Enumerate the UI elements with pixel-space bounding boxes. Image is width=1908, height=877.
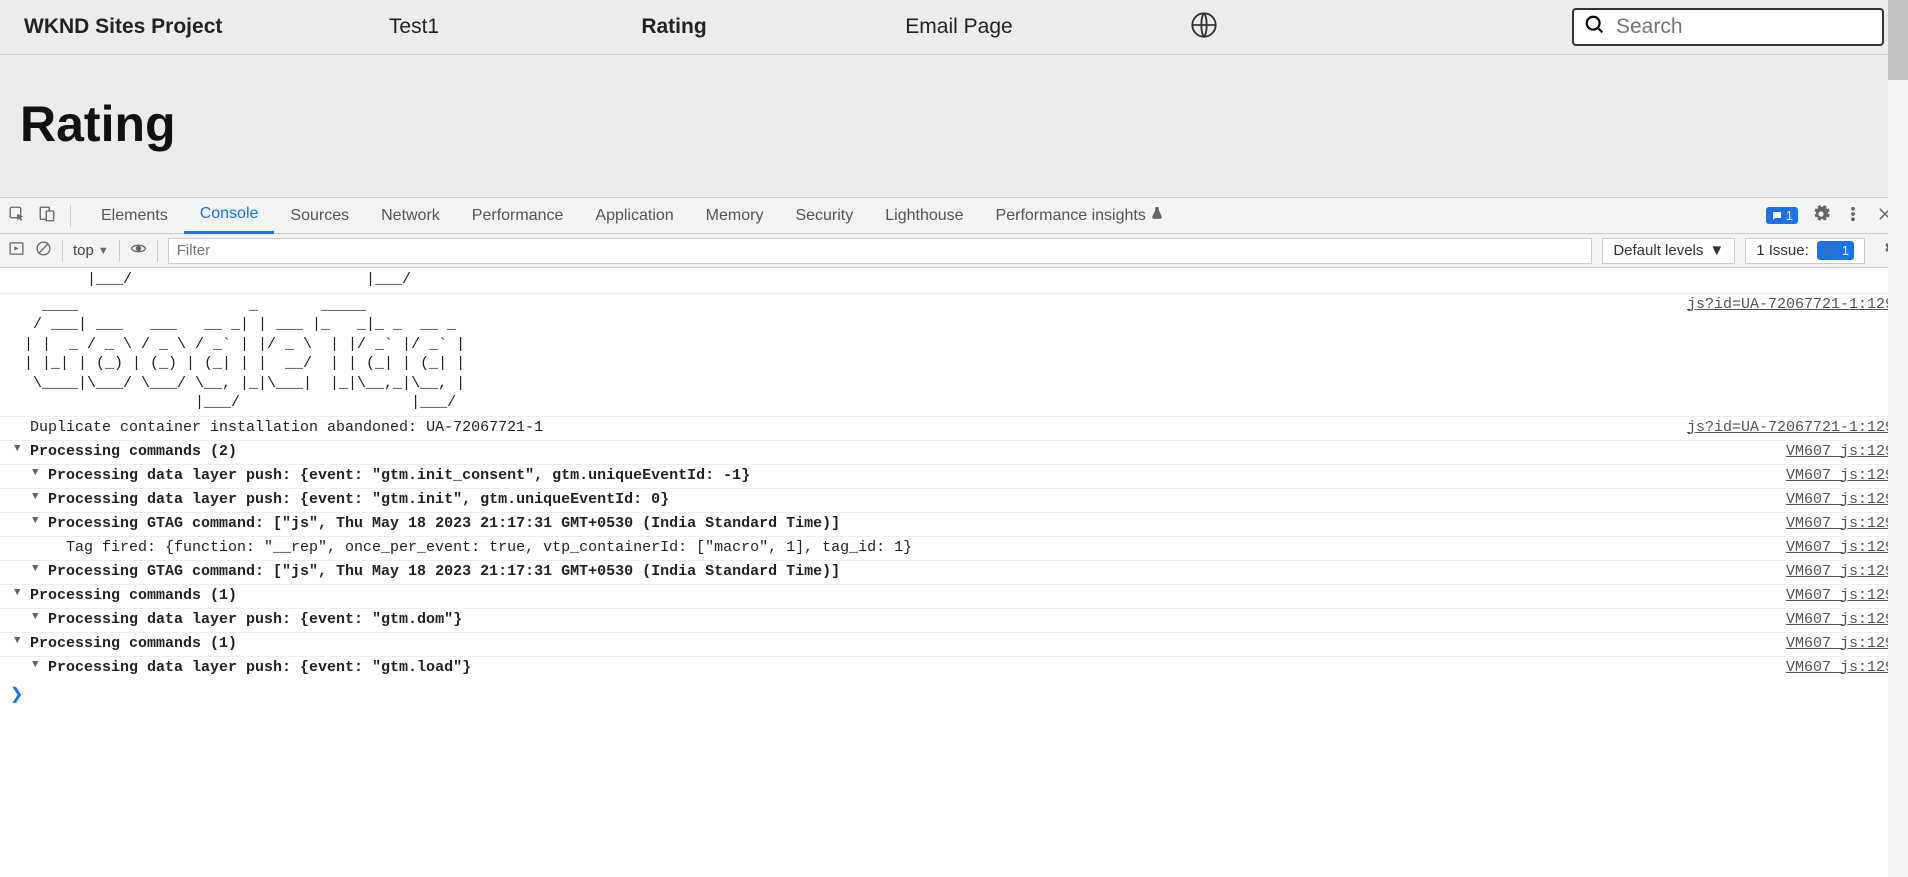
log-message: Duplicate container installation abandon… [30,419,543,436]
log-row: ▼ Processing commands (1) VM607 js:129 [0,584,1908,608]
page-title: Rating [20,95,1888,153]
page-header: Rating [0,55,1908,198]
console-output[interactable]: |___/ |___/ ____ _ _____ / ___| ___ ___ … [0,268,1908,877]
source-link[interactable]: js?id=UA-72067721-1:129 [1671,419,1894,436]
tab-lighthouse[interactable]: Lighthouse [869,198,979,234]
brand-link[interactable]: WKND Sites Project [24,15,222,39]
source-link[interactable]: VM607 js:129 [1770,659,1894,676]
source-link[interactable]: VM607 js:129 [1770,611,1894,628]
disclosure-icon[interactable]: ▼ [32,563,44,575]
log-row: Tag fired: {function: "__rep", once_per_… [0,536,1908,560]
log-message: Processing GTAG command: ["js", Thu May … [48,515,840,532]
log-message: Tag fired: {function: "__rep", once_per_… [66,539,912,556]
nav-group: WKND Sites Project Test1 Rating Email Pa… [24,11,1572,44]
source-link[interactable]: VM607 js:129 [1770,443,1894,460]
devtools-tab-strip: Elements Console Sources Network Perform… [0,198,1908,234]
disclosure-icon[interactable]: ▼ [32,467,44,479]
tab-sources[interactable]: Sources [274,198,365,234]
source-link[interactable]: VM607 js:129 [1770,635,1894,652]
sidebar-toggle-icon[interactable] [8,240,25,261]
device-toggle-icon[interactable] [38,205,56,227]
settings-icon[interactable] [1812,205,1830,227]
log-row: Duplicate container installation abandon… [0,416,1908,440]
site-nav-bar: WKND Sites Project Test1 Rating Email Pa… [0,0,1908,55]
issues-button[interactable]: 1 Issue: 1 [1745,238,1865,264]
context-selector[interactable]: top▼ [73,242,109,259]
log-row: ▼ Processing data layer push: {event: "gt… [0,608,1908,632]
log-message: Processing GTAG command: ["js", Thu May … [48,563,840,580]
globe-icon[interactable] [1182,11,1226,44]
more-icon[interactable] [1844,205,1862,227]
disclosure-icon[interactable]: ▼ [14,443,26,455]
source-link[interactable]: VM607 js:129 [1770,515,1894,532]
log-row: ▼ Processing data layer push: {event: "gt… [0,488,1908,512]
console-toolbar: top▼ Default levels▼ 1 Issue: 1 [0,234,1908,268]
search-box[interactable] [1572,8,1884,46]
log-message: Processing commands (1) [30,635,237,652]
flask-icon [1150,206,1164,225]
search-icon [1584,14,1606,41]
tab-elements[interactable]: Elements [85,198,184,234]
log-message: Processing commands (2) [30,443,237,460]
disclosure-icon[interactable]: ▼ [32,659,44,671]
log-ascii-tail: |___/ |___/ [0,268,1908,293]
log-row: ▼ Processing commands (1) VM607 js:129 [0,632,1908,656]
errors-badge[interactable]: 1 [1766,207,1798,224]
source-link[interactable]: VM607 js:129 [1770,491,1894,508]
disclosure-icon[interactable]: ▼ [32,491,44,503]
filter-input[interactable] [168,238,1593,264]
inspect-icon[interactable] [8,205,26,227]
devtools-panel: Elements Console Sources Network Perform… [0,198,1908,877]
source-link[interactable]: VM607 js:129 [1770,467,1894,484]
log-row: ▼ Processing data layer push: {event: "gt… [0,464,1908,488]
disclosure-icon[interactable]: ▼ [14,587,26,599]
tab-application[interactable]: Application [579,198,689,234]
log-row: ▼ Processing GTAG command: ["js", Thu May… [0,560,1908,584]
tab-performance[interactable]: Performance [456,198,580,234]
search-input[interactable] [1616,15,1887,39]
tab-perf-insights[interactable]: Performance insights [980,198,1180,234]
tab-network[interactable]: Network [365,198,456,234]
log-message: Processing data layer push: {event: "gtm… [48,659,471,676]
tab-console[interactable]: Console [184,198,275,234]
log-message: Processing data layer push: {event: "gtm… [48,611,462,628]
source-link[interactable]: VM607 js:129 [1770,539,1894,556]
tab-memory[interactable]: Memory [690,198,780,234]
log-message: Processing commands (1) [30,587,237,604]
source-link[interactable]: VM607 js:129 [1770,587,1894,604]
log-message: Processing data layer push: {event: "gtm… [48,491,669,508]
source-link[interactable]: VM607 js:129 [1770,563,1894,580]
page-scrollbar[interactable] [1888,0,1908,877]
log-row: ▼ Processing GTAG command: ["js", Thu May… [0,512,1908,536]
tab-security[interactable]: Security [779,198,869,234]
disclosure-icon[interactable]: ▼ [32,611,44,623]
nav-email-page[interactable]: Email Page [905,15,1012,39]
disclosure-icon[interactable]: ▼ [14,635,26,647]
source-link[interactable]: js?id=UA-72067721-1:129 [1671,296,1894,313]
log-row: ▼ Processing data layer push: {event: "gt… [0,656,1908,680]
scrollbar-thumb[interactable] [1888,0,1908,80]
log-row: ____ _ _____ / ___| ___ ___ __ _| | ___ … [0,293,1908,416]
disclosure-icon[interactable]: ▼ [32,515,44,527]
log-row: ▼ Processing commands (2) VM607 js:129 [0,440,1908,464]
clear-console-icon[interactable] [35,240,52,261]
log-levels-selector[interactable]: Default levels▼ [1602,238,1735,264]
console-prompt[interactable] [0,680,1908,708]
live-expression-icon[interactable] [130,240,147,261]
log-message: Processing data layer push: {event: "gtm… [48,467,750,484]
nav-rating[interactable]: Rating [641,15,706,39]
nav-test1[interactable]: Test1 [389,15,439,39]
